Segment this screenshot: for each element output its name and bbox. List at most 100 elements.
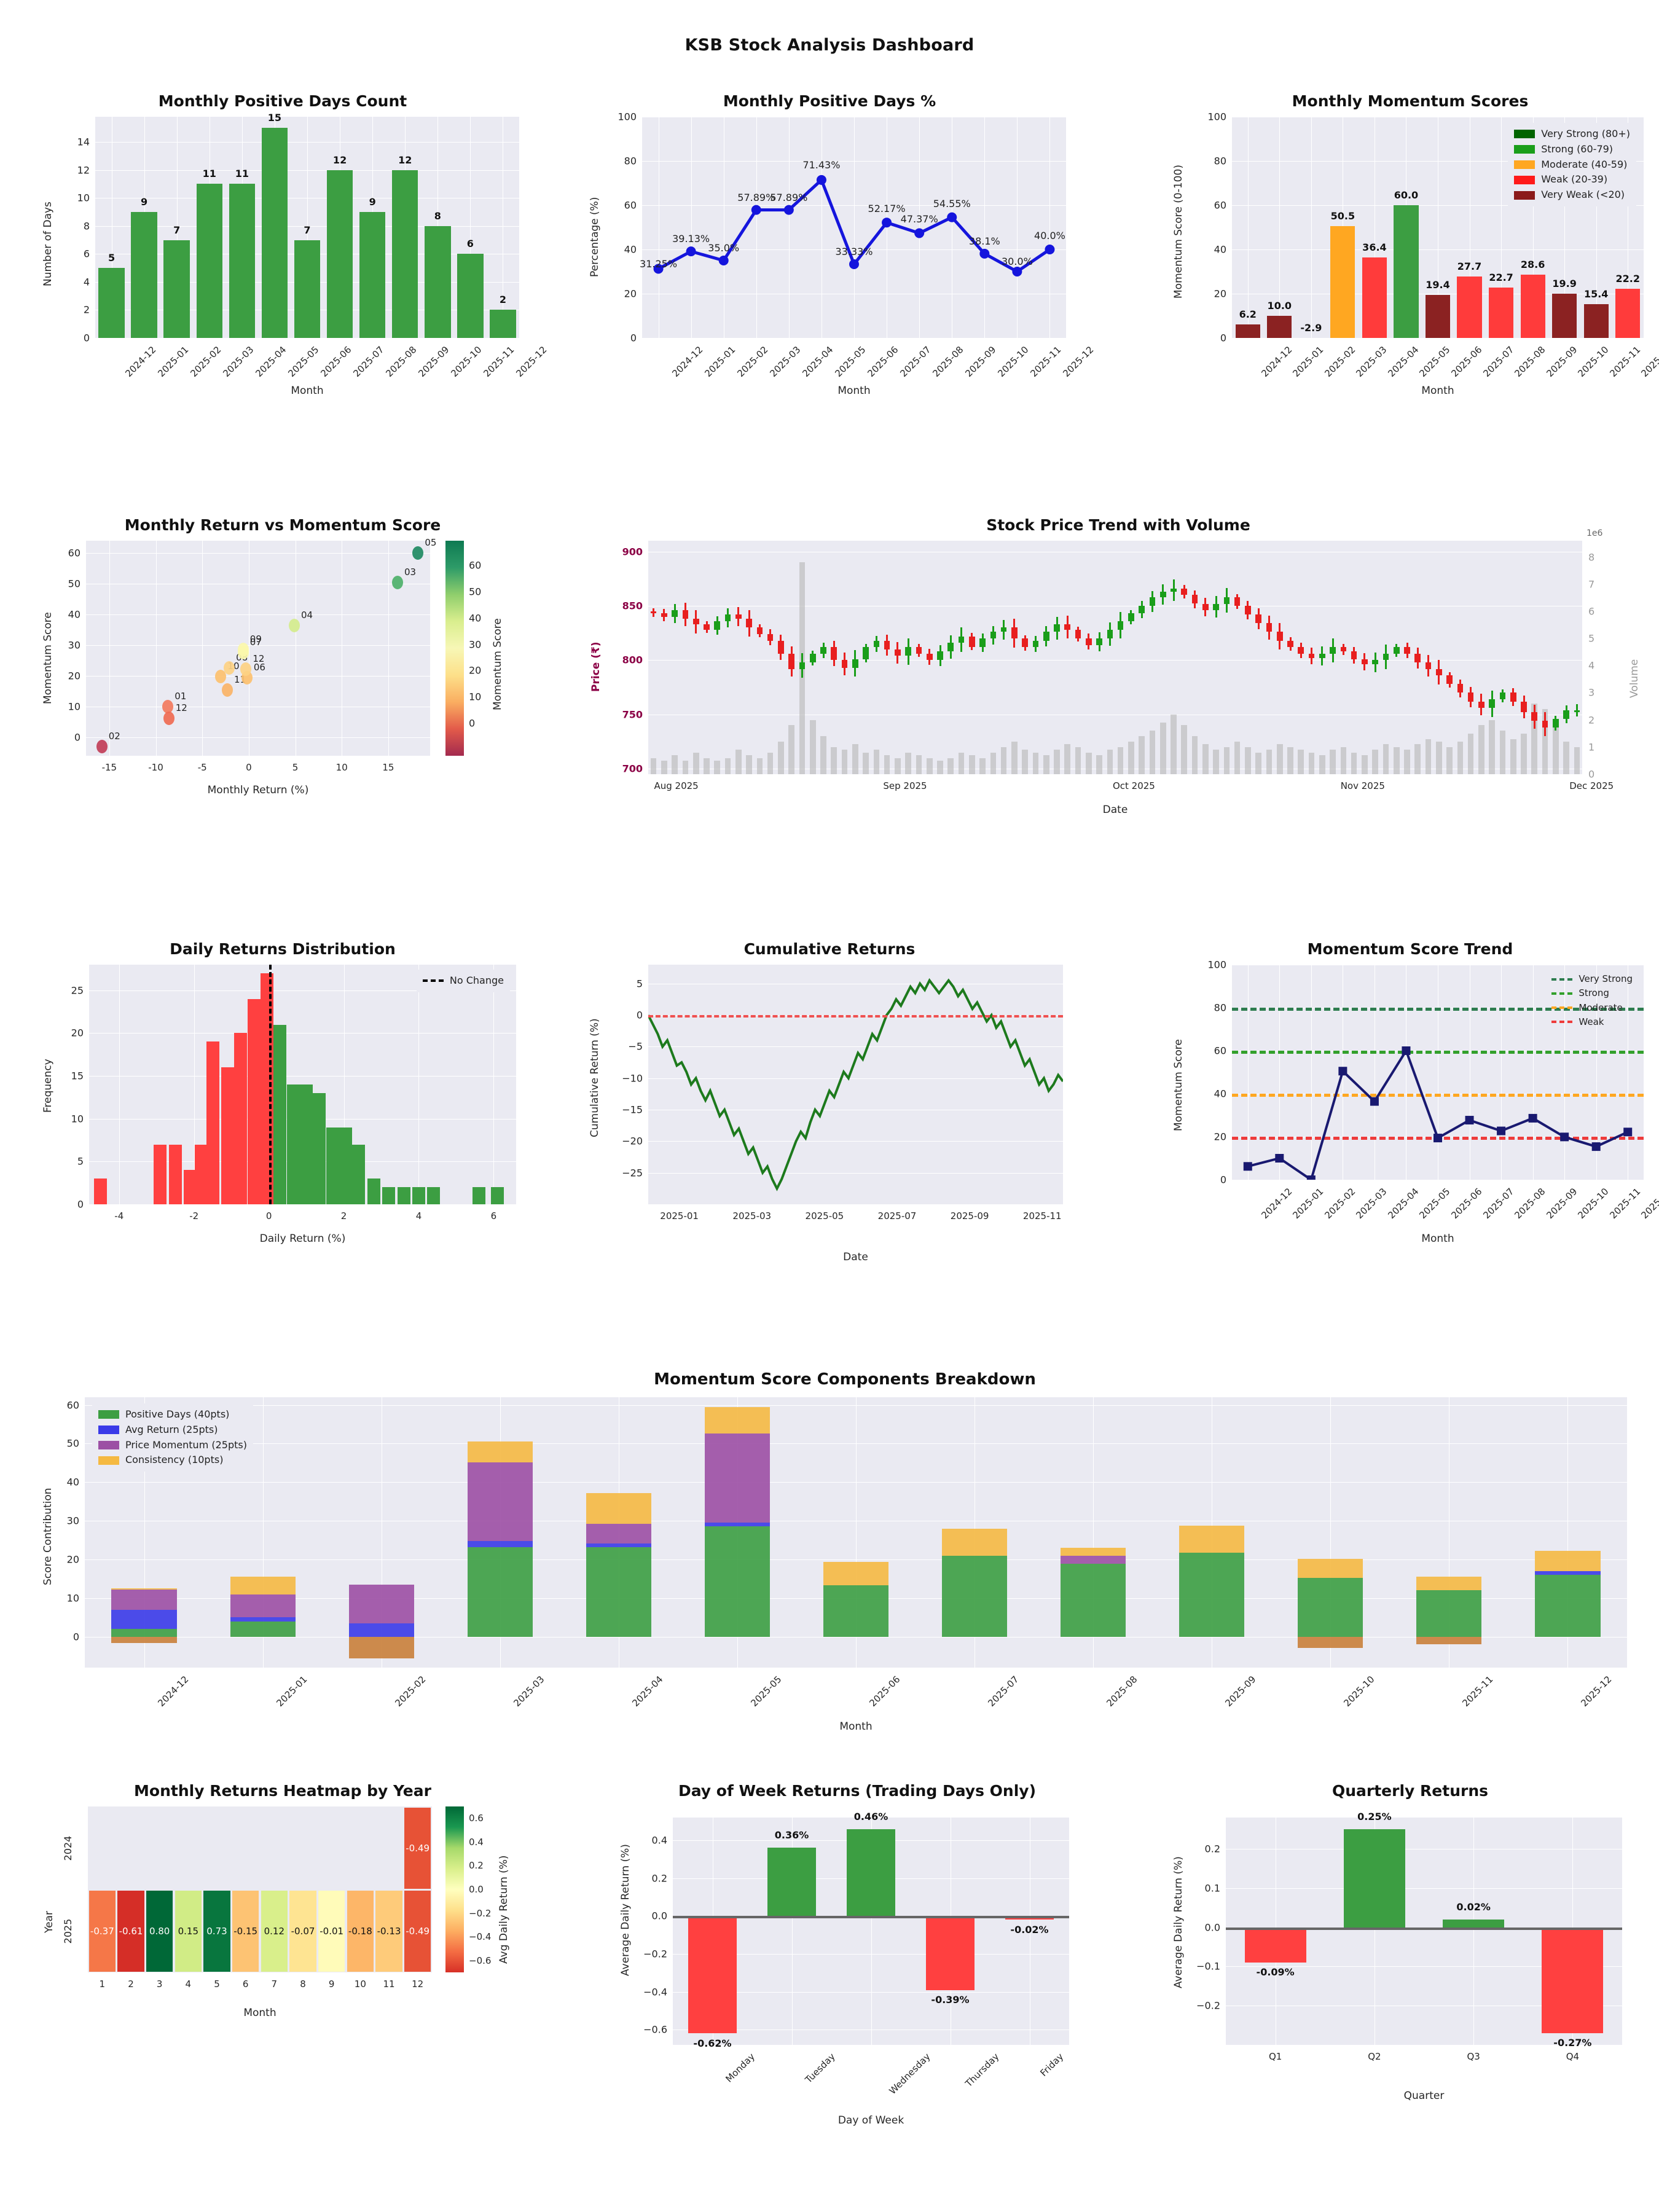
- histogram-bar: [206, 1041, 219, 1204]
- candle-body: [1362, 659, 1368, 665]
- x-tick-label: 2025-06: [318, 344, 354, 380]
- scatter-point: [237, 645, 249, 659]
- heatmap-cell-value: -0.61: [119, 1925, 143, 1937]
- bar-value-label: 2: [499, 294, 507, 306]
- bar-value-label: 11: [202, 168, 216, 180]
- candle-body: [661, 613, 667, 617]
- scatter-point-label: 06: [253, 662, 265, 673]
- y-tick-label: 20: [624, 288, 637, 300]
- chart9-title: Momentum Score Components Breakdown: [654, 1370, 1036, 1389]
- stack-segment: [348, 1636, 414, 1658]
- y-tick-label: 25: [71, 984, 84, 997]
- legend-swatch: [98, 1456, 119, 1465]
- histogram-bar: [382, 1187, 396, 1204]
- bar: [457, 254, 484, 338]
- stack-segment: [230, 1576, 296, 1594]
- heatmap-cell: [375, 1890, 402, 1972]
- histogram-bar: [412, 1187, 425, 1204]
- panel-monthly-returns-heatmap: Monthly Returns Heatmap by Year Year -0.…: [37, 1782, 528, 2151]
- y-tick-label: 40: [624, 243, 637, 256]
- y-tick-label: 60: [66, 1399, 79, 1411]
- x-tick-label: Q2: [1368, 2051, 1381, 2062]
- bar-value-label: 15: [267, 112, 282, 124]
- candle-body: [1404, 647, 1410, 654]
- gridline-h: [89, 990, 516, 991]
- chart10-title: Monthly Returns Heatmap by Year: [134, 1782, 431, 1800]
- gridline-v: [388, 541, 389, 756]
- bar-value-label: 10.0: [1267, 300, 1292, 312]
- panel-momentum-score-trend: Momentum Score Trend Momentum Score 0 20 4…: [1167, 940, 1659, 1260]
- y-tick-label: 10: [77, 192, 90, 204]
- y-tick-label: 0.0: [1204, 1921, 1220, 1934]
- legend-item: Strong: [1551, 986, 1633, 1000]
- candle-body: [926, 653, 933, 661]
- candle-body: [979, 638, 986, 648]
- legend-dash: [1551, 1006, 1573, 1010]
- y2-tick-label: 4: [1588, 659, 1595, 672]
- candle-body: [1510, 692, 1516, 702]
- volume-bar: [1435, 741, 1442, 774]
- volume-bar: [1510, 739, 1516, 774]
- candle-body: [1276, 632, 1283, 641]
- y-tick-label: 50: [66, 1437, 79, 1449]
- y-tick-label: 0: [636, 1009, 643, 1021]
- bar: [1235, 324, 1260, 338]
- volume-bar: [1011, 741, 1018, 774]
- bar-value-label: 0.25%: [1357, 1811, 1392, 1823]
- candle-body: [1393, 647, 1400, 654]
- x-tick-label: 2025-11: [1607, 1186, 1643, 1222]
- y-tick-label: 0.1: [1204, 1882, 1220, 1894]
- point-value-label: 35.0%: [708, 242, 740, 254]
- gridline-h: [89, 1076, 516, 1077]
- heatmap-cell-value: 0.12: [264, 1925, 285, 1937]
- x-tick-label: 2025-12: [1061, 344, 1096, 380]
- candle-body: [1351, 651, 1357, 659]
- dashboard-title: KSB Stock Analysis Dashboard: [684, 36, 975, 55]
- candle-body: [1499, 692, 1506, 700]
- candle-body: [1191, 595, 1198, 604]
- histogram-bar: [261, 973, 274, 1204]
- gridline-v: [1564, 117, 1566, 338]
- y-tick-label: 850: [622, 600, 643, 612]
- y-tick-label: 12: [77, 164, 90, 176]
- bar-value-label: 6: [466, 238, 474, 250]
- y-tick-label: 750: [622, 708, 643, 721]
- candle-body: [968, 636, 975, 648]
- legend-dash: [1551, 992, 1573, 995]
- candle-body: [884, 640, 890, 649]
- panel-day-of-week-returns: Day of Week Returns (Trading Days Only) …: [614, 1782, 1100, 2151]
- x-tick-label: 2025-07: [877, 1210, 917, 1222]
- gridline-v: [1279, 965, 1281, 1180]
- candle-body: [1032, 640, 1039, 648]
- x-tick-label: 2025-09: [1223, 1674, 1258, 1709]
- chart6-xlabel: Daily Return (%): [259, 1233, 346, 1245]
- x-tick-label: 2025-05: [748, 1674, 784, 1709]
- chart8-xlabel: Month: [1421, 1233, 1454, 1245]
- y-tick-label: 0.4: [651, 1834, 667, 1846]
- candle-body: [1245, 606, 1251, 615]
- x-tick-label: 2025-08: [383, 344, 419, 380]
- candle-body: [1298, 647, 1304, 654]
- histogram-bar: [300, 1084, 313, 1204]
- bar-value-label: -0.62%: [693, 2037, 732, 2049]
- x-tick-label: 12: [412, 1979, 424, 1990]
- stack-segment: [1179, 1552, 1245, 1637]
- stack-segment: [1535, 1571, 1601, 1575]
- gridline-h: [86, 645, 430, 646]
- candle-body: [1287, 640, 1293, 648]
- histogram-bar: [286, 1084, 300, 1204]
- y-tick-label: 2025: [62, 1918, 74, 1943]
- x-tick-label: -4: [114, 1210, 124, 1222]
- candle-body: [1266, 623, 1273, 632]
- panel-return-vs-momentum: Monthly Return vs Momentum Score Momentu…: [37, 516, 528, 836]
- x-tick-label: 2025-03: [1354, 1186, 1389, 1222]
- legend-label: Price Momentum (25pts): [125, 1438, 247, 1451]
- x-tick-label: 9: [328, 1979, 335, 1990]
- y-tick-label: 40: [68, 608, 80, 621]
- x-tick-label: 2025-10: [1575, 344, 1611, 380]
- bar: [1362, 257, 1387, 338]
- candle-body: [1372, 660, 1379, 665]
- x-tick-label: 2025-02: [1322, 1186, 1358, 1222]
- volume-bar: [820, 736, 826, 774]
- bar: [767, 1848, 817, 1916]
